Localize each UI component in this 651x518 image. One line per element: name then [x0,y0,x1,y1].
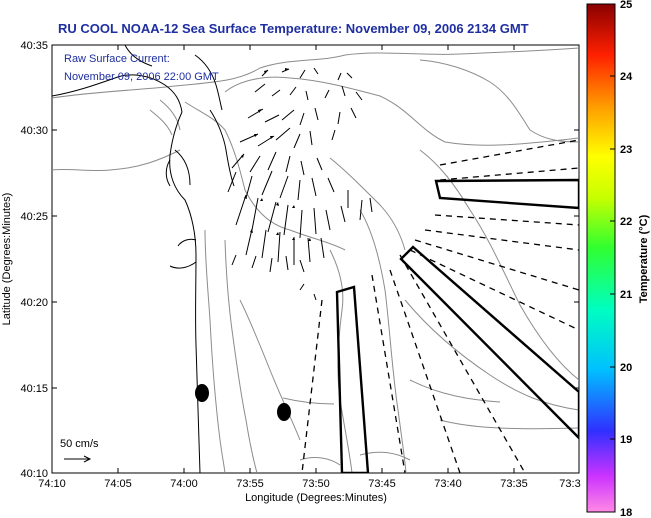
colorbar-tick-labels: 25 24 23 22 21 20 19 18 [620,0,633,518]
current-vectors [64,67,373,463]
x-tick-label: 73:55 [236,478,264,490]
y-tick-label: 40:25 [20,211,48,223]
colorbar-tick-label: 24 [620,71,633,83]
x-tick-label: 74:00 [170,478,198,490]
colorbar-tick-label: 20 [620,362,632,374]
colorbar-tick-label: 23 [620,144,632,156]
colorbar-tick-label: 22 [620,216,632,228]
coastline [52,45,235,473]
y-tick-label: 40:30 [20,125,48,137]
x-tick-label: 73:45 [368,478,396,490]
x-tick-label: 74:10 [38,478,66,490]
current-legend-line1: Raw Surface Current: [64,53,170,65]
colorbar [586,3,616,513]
y-tick-label: 40:10 [20,468,48,480]
x-tick-labels: 74:10 74:05 74:00 73:55 73:50 73:45 73:4… [38,478,580,490]
y-tick-label: 40:15 [20,383,48,395]
y-tick-label: 40:20 [20,297,48,309]
x-tick-label: 73:40 [434,478,462,490]
x-tick-label: 73:50 [302,478,330,490]
x-tick-label: 74:05 [104,478,132,490]
y-axis-label: Latitude (Degrees:Minutes) [1,193,13,326]
vector-heads [241,68,311,241]
map-title: RU COOL NOAA-12 Sea Surface Temperature:… [58,21,529,36]
colorbar-tick-label: 21 [620,289,632,301]
beam-outlines [335,178,579,473]
bathymetry-contours [52,47,579,473]
x-axis-label: Longitude (Degrees:Minutes) [245,492,387,504]
x-tick-label: 73:35 [500,478,528,490]
colorbar-tick-label: 19 [620,434,632,446]
station-marker-west [195,384,209,402]
x-tick-label: 73:3 [559,478,580,490]
dashed-radials [301,139,579,473]
station-marker-east [277,403,291,421]
colorbar-ticks [610,3,615,513]
colorbar-label: Temperature (°C) [638,214,650,303]
colorbar-tick-label: 18 [620,507,632,518]
current-legend-line2: November 09, 2006 22:00 GMT [64,71,219,83]
map-content [52,45,579,473]
scale-label: 50 cm/s [60,438,99,450]
y-tick-labels: 40:35 40:30 40:25 40:20 40:15 40:10 [20,40,48,480]
axis-ticks [51,44,580,474]
colorbar-tick-label: 25 [620,0,632,11]
y-tick-label: 40:35 [20,40,48,52]
